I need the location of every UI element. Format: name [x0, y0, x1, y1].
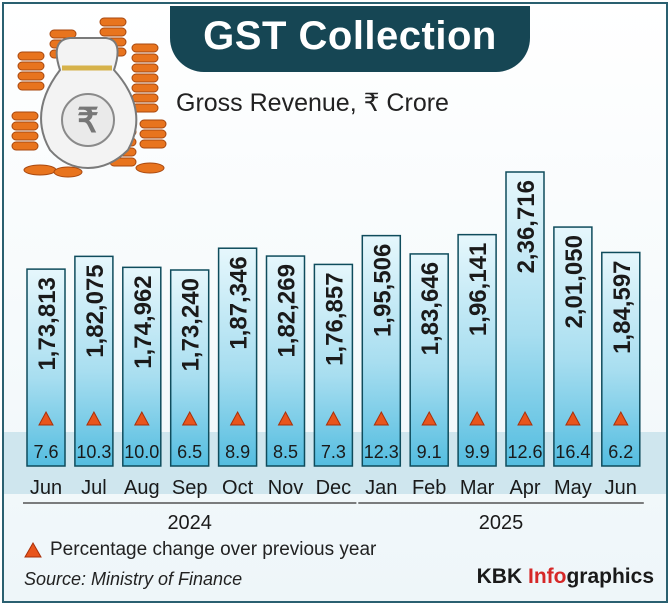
pct-change-label: 12.6 — [507, 442, 542, 462]
bar-value-label: 1,84,597 — [609, 260, 636, 353]
bar — [217, 247, 258, 467]
money-bag-icon: ₹ — [11, 17, 167, 178]
brand-logo: KBK Infographics — [477, 565, 654, 589]
pct-change-triangle — [325, 410, 342, 426]
bar-value-label: 1,87,346 — [226, 256, 253, 349]
axis-layer: Jun Jul Aug Sep Oct Nov Dec Jan Feb Mar Apr May Jun 2… — [23, 477, 644, 534]
pct-change-triangle — [181, 410, 198, 426]
bar — [457, 233, 497, 467]
source-note: Source: Ministry of Finance — [24, 569, 243, 589]
pct-change-label: 8.9 — [225, 442, 250, 462]
x-tick-label: Jun — [30, 477, 62, 499]
legend-label: Percentage change over previous year — [50, 539, 377, 560]
pct-change-label: 10.3 — [76, 442, 111, 462]
labels-layer: 1,73,813 7.6 1,82,075 10.3 1,74,962 10.0 1,73,… — [33, 180, 635, 462]
bar-value-label: 1,76,857 — [321, 272, 348, 365]
bars-layer — [26, 171, 641, 467]
bar-value-label: 1,73,813 — [34, 277, 61, 370]
x-tick-label: May — [554, 477, 592, 499]
pct-change-label: 12.3 — [364, 442, 399, 462]
year-group-label: 2024 — [167, 512, 212, 534]
year-group-label: 2025 — [479, 512, 524, 534]
pct-change-label: 16.4 — [555, 442, 590, 462]
bar-value-label: 1,82,075 — [82, 264, 109, 357]
x-tick-label: Sep — [172, 477, 208, 499]
x-tick-label: Jul — [81, 477, 107, 499]
legend: Percentage change over previous year — [24, 539, 376, 561]
bar — [553, 226, 593, 467]
brand-part2: Info — [527, 565, 567, 588]
x-tick-label: Jan — [365, 477, 397, 499]
pct-change-label: 9.9 — [465, 442, 490, 462]
x-tick-label: Jun — [605, 477, 637, 499]
bar — [361, 234, 402, 467]
pct-change-triangle — [277, 410, 294, 426]
bar — [601, 251, 641, 467]
pct-change-triangle — [86, 410, 102, 426]
x-tick-label: Nov — [268, 477, 304, 499]
x-tick-label: Apr — [509, 477, 540, 499]
pct-change-triangle — [469, 410, 485, 426]
pct-change-label: 10.0 — [124, 442, 159, 462]
pct-change-triangle — [421, 410, 438, 426]
bar — [169, 269, 210, 467]
pct-change-triangle — [565, 410, 581, 426]
pct-change-triangle — [133, 410, 150, 426]
x-tick-label: Oct — [222, 477, 254, 499]
x-tick-label: Mar — [460, 477, 495, 499]
chart-title: GST Collection — [203, 14, 497, 58]
bar-value-label: 1,95,506 — [369, 244, 396, 337]
pct-change-triangle — [229, 410, 246, 426]
bar-value-label: 2,36,716 — [513, 180, 540, 273]
bar — [313, 263, 354, 467]
x-tick-label: Feb — [412, 477, 446, 499]
pct-change-label: 6.2 — [608, 442, 633, 462]
chart-subtitle: Gross Revenue, ₹ Crore — [176, 89, 449, 117]
bar — [265, 255, 306, 467]
pct-change-label: 6.5 — [177, 442, 202, 462]
pct-change-label: 7.3 — [321, 442, 346, 462]
x-tick-label: Dec — [316, 477, 352, 499]
bar-value-label: 1,83,646 — [417, 262, 444, 355]
brand-part1: KBK — [476, 565, 528, 588]
pct-change-triangle — [517, 410, 533, 426]
bar-value-label: 1,73,240 — [178, 278, 205, 371]
pct-change-triangle — [373, 410, 390, 426]
bar — [409, 253, 449, 467]
bar-value-label: 1,74,962 — [130, 275, 157, 368]
bar — [26, 268, 66, 467]
pct-change-label: 9.1 — [417, 442, 442, 462]
title-banner — [170, 6, 530, 72]
bar-value-label: 1,96,141 — [465, 243, 492, 336]
pct-change-label: 7.6 — [33, 442, 58, 462]
triangle-up-icon — [24, 542, 42, 558]
pct-change-label: 8.5 — [273, 442, 298, 462]
bar-value-label: 2,01,050 — [561, 235, 588, 328]
brand-part3: graphics — [566, 565, 654, 588]
x-tick-label: Aug — [124, 477, 160, 499]
bar — [122, 266, 162, 467]
svg-text:₹: ₹ — [77, 102, 99, 140]
bar — [74, 255, 114, 467]
bar-value-label: 1,82,269 — [274, 264, 301, 357]
pct-change-triangle — [38, 410, 54, 426]
pct-change-triangle — [612, 410, 629, 426]
